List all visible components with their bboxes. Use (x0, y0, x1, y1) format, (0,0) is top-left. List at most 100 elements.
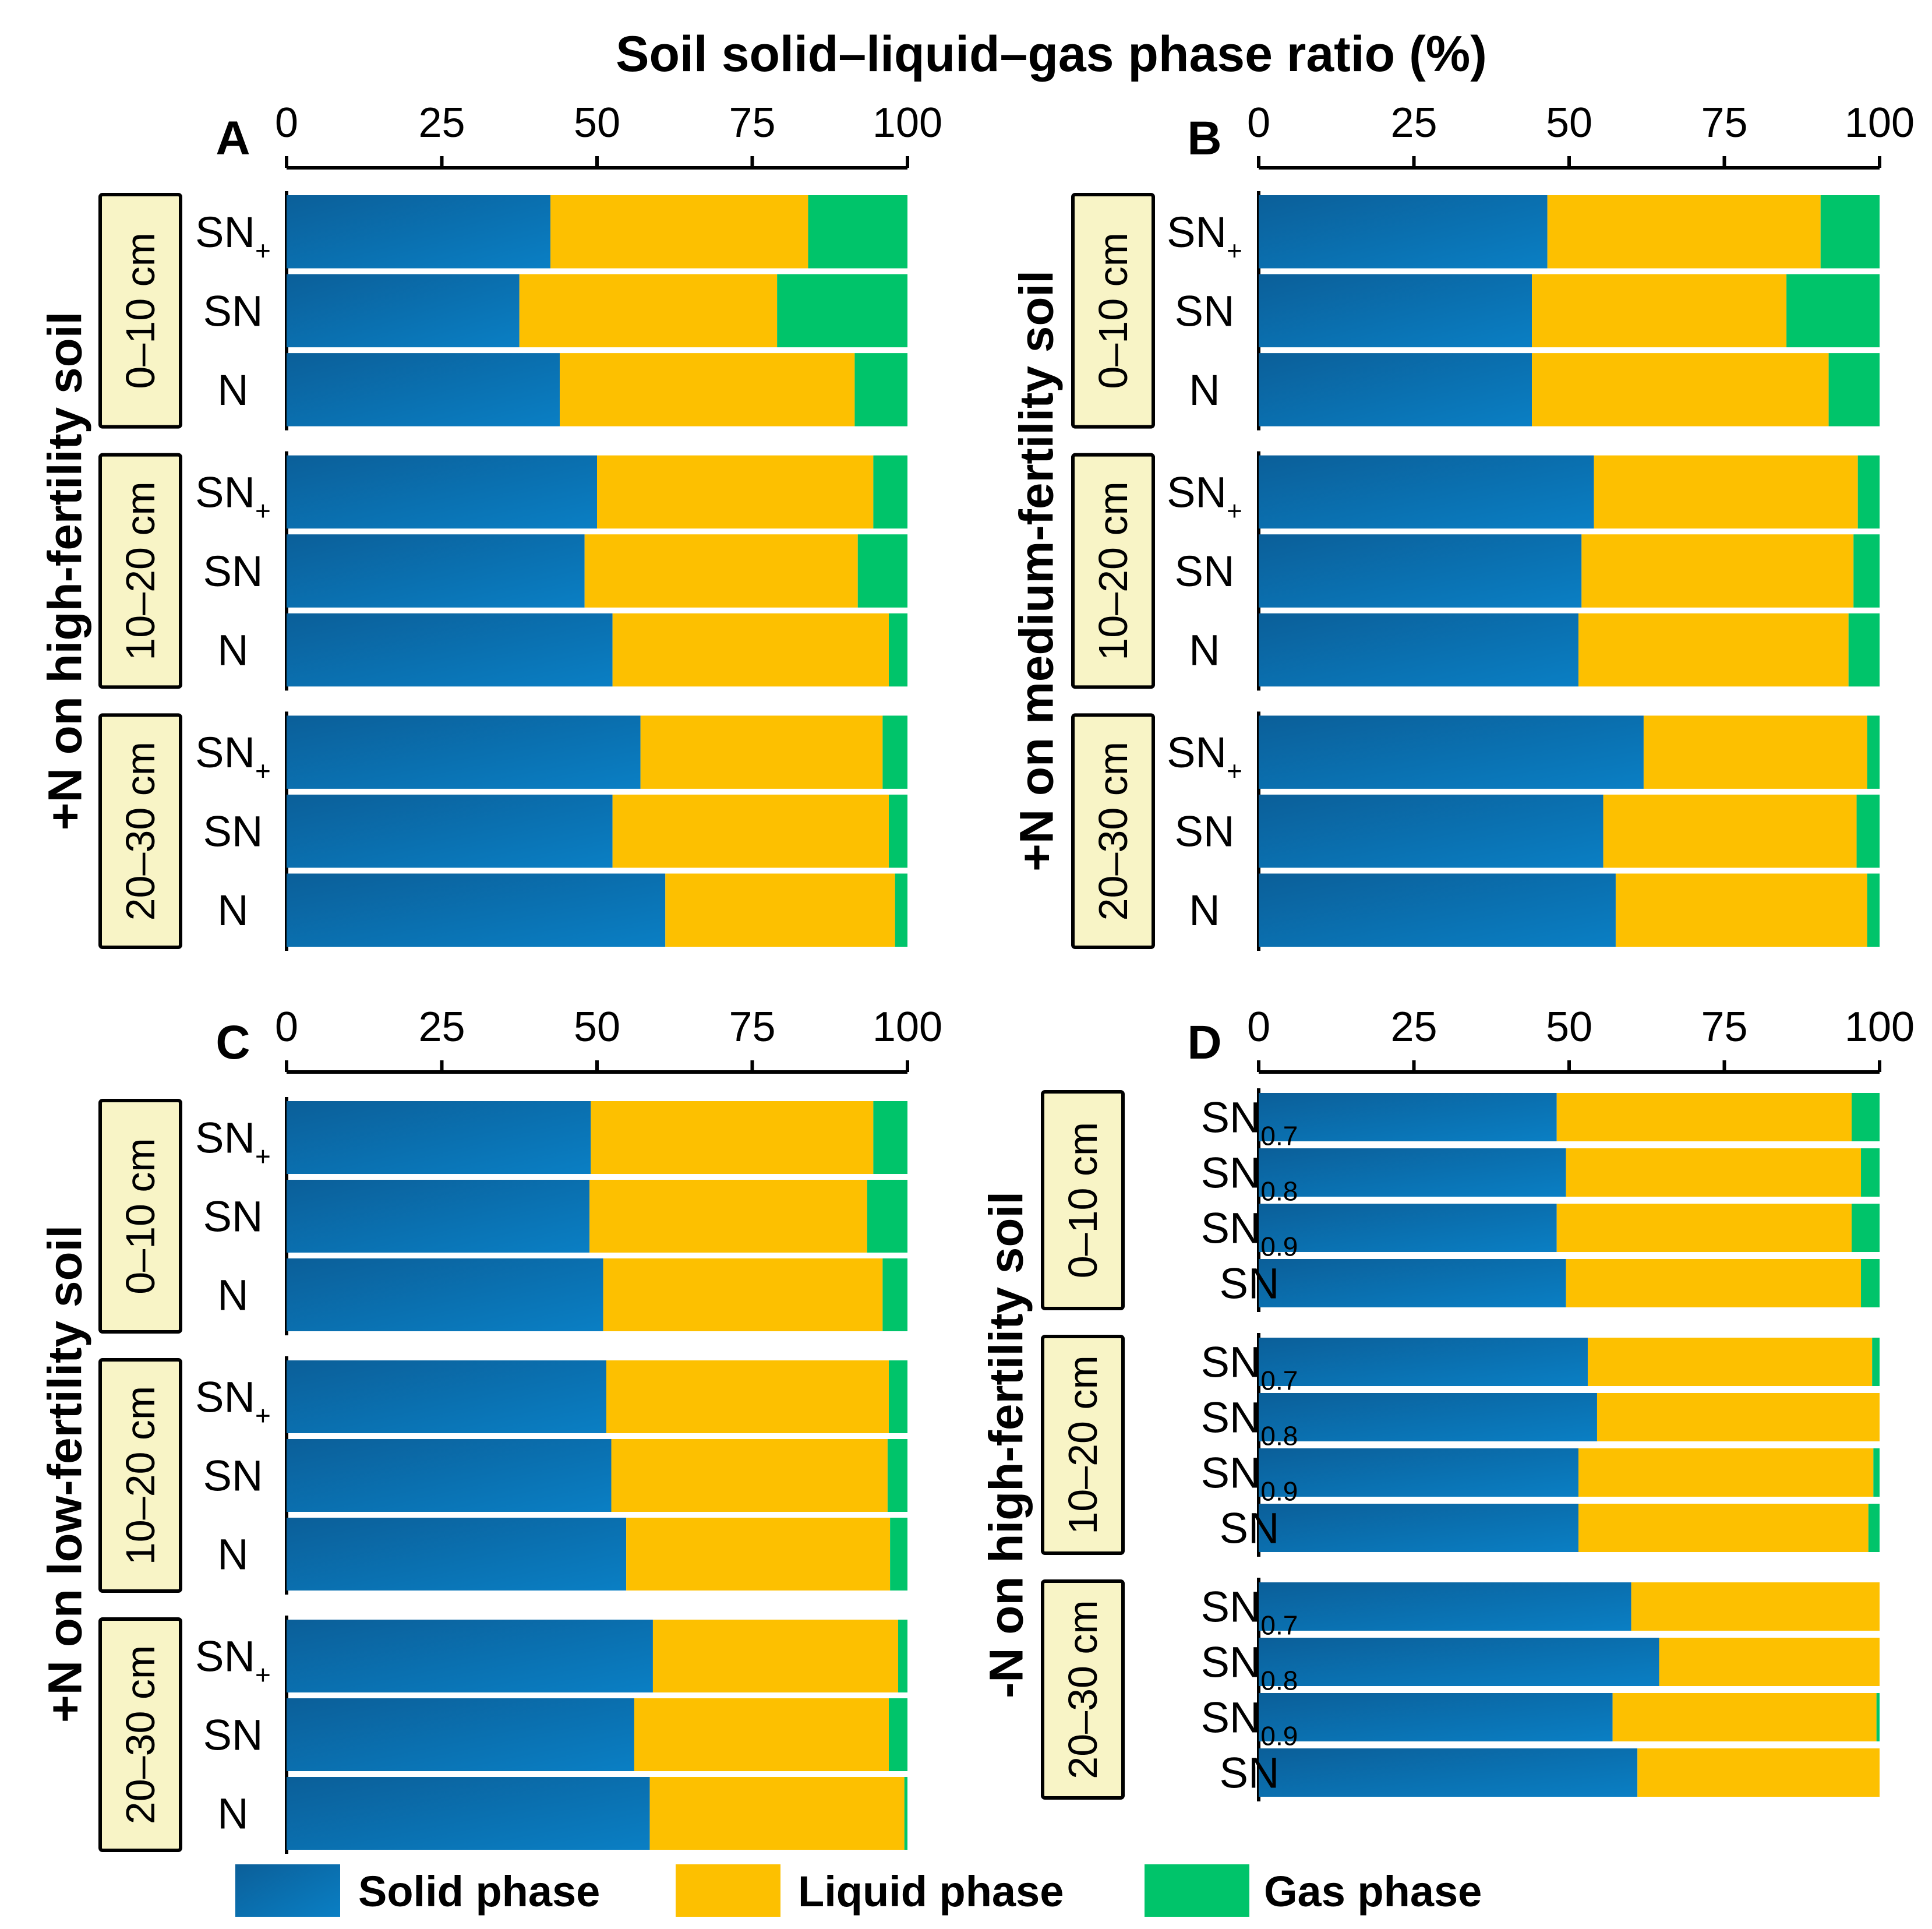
bar-segment-gas (873, 455, 907, 529)
bar-segment-solid (1259, 353, 1532, 426)
bar-segment-liquid (1615, 873, 1867, 947)
bar-segment-solid (1259, 195, 1548, 269)
bar-segment-gas (882, 715, 907, 789)
bar-segment-solid (1259, 1693, 1613, 1741)
depth-label: 0–10 cm (118, 232, 163, 389)
row-label: SN0.9 (1201, 1694, 1298, 1751)
depth-label: 20–30 cm (118, 1645, 163, 1824)
depth-label-box (98, 1099, 182, 1334)
bar-segment-liquid (640, 715, 883, 789)
row-label-subscript: + (1227, 235, 1242, 266)
row-label-subscript: + (1227, 756, 1242, 786)
row-label: SN+ (195, 1632, 271, 1690)
row-label-subscript: + (255, 1141, 271, 1172)
depth-label-box (1071, 713, 1155, 950)
bar-segment-solid (287, 715, 641, 789)
bar-segment-liquid (603, 1258, 883, 1331)
bar-segment-liquid (652, 1620, 899, 1692)
depth-label: 10–20 cm (1060, 1355, 1105, 1534)
row-label-main: SN (203, 547, 263, 595)
depth-label-box (98, 453, 182, 689)
bar-segment-liquid (550, 195, 808, 269)
bar-segment-solid (1259, 1148, 1566, 1197)
bar-segment-solid (287, 794, 613, 868)
depth-label: 10–20 cm (1090, 481, 1136, 660)
row-label: SN0.7 (1201, 1094, 1298, 1151)
panel-label: C (216, 1016, 250, 1069)
bar-segment-liquid (1532, 274, 1787, 348)
x-tick-label: 25 (418, 100, 465, 146)
legend-swatch (676, 1864, 780, 1917)
bar-segment-solid (1259, 455, 1594, 529)
bar-segment-solid (1259, 794, 1603, 868)
row-label: SN (1175, 547, 1235, 595)
row-label-main: N (217, 1530, 248, 1579)
depth-label-box (1041, 1335, 1125, 1555)
bar-segment-solid (287, 1777, 650, 1850)
bar-segment-solid (1259, 1204, 1557, 1252)
legend-swatch (235, 1864, 340, 1917)
row-label-subscript: + (255, 235, 271, 266)
bar-segment-liquid (606, 1360, 889, 1433)
bar-segment-gas (889, 794, 907, 868)
row-label: N (1189, 366, 1220, 414)
bar-segment-liquid (1631, 1582, 1880, 1631)
row-label: SN (203, 1193, 263, 1241)
row-label-main: N (217, 626, 248, 675)
row-label-main: SN (195, 728, 255, 777)
row-label-main: SN (1167, 728, 1227, 777)
bar-segment-gas (898, 1620, 907, 1692)
row-label-main: SN (1175, 287, 1235, 335)
row-label: SN0.8 (1201, 1149, 1298, 1207)
x-tick-label: 50 (1546, 1004, 1592, 1050)
panel-label: B (1187, 112, 1221, 165)
bar-segment-liquid (589, 1180, 867, 1253)
bar-segment-gas (777, 274, 907, 348)
row-label-main: SN (1220, 1504, 1280, 1553)
row-label-main: SN (203, 1193, 263, 1241)
row-label-subscript: + (255, 495, 271, 526)
bar-segment-solid (1259, 1582, 1631, 1631)
row-label: SN (203, 1711, 263, 1759)
legend-label: Liquid phase (798, 1867, 1064, 1916)
row-label-main: SN (1167, 208, 1227, 256)
row-label: SN+ (195, 208, 271, 266)
panel-label: D (1187, 1016, 1221, 1069)
bar-segment-gas (854, 353, 907, 426)
depth-label: 0–10 cm (118, 1138, 163, 1294)
bar-segment-liquid (1643, 715, 1867, 789)
row-label: N (217, 1530, 248, 1579)
depth-label-box (1071, 453, 1155, 689)
bar-segment-solid (287, 1698, 634, 1771)
row-label-subscript: + (255, 756, 271, 786)
bar-segment-solid (287, 1620, 653, 1692)
bar-segment-liquid (1578, 1504, 1869, 1552)
x-tick-label: 50 (574, 1004, 620, 1050)
row-label-subscript: 0.8 (1260, 1421, 1298, 1451)
row-label-main: SN (1220, 1749, 1280, 1797)
row-label-main: SN (203, 287, 263, 335)
bar-segment-gas (1848, 613, 1880, 687)
bar-segment-liquid (1612, 1693, 1877, 1741)
bar-segment-solid (1259, 1393, 1597, 1441)
row-label-main: SN (1201, 1638, 1261, 1687)
bar-segment-gas (889, 1698, 907, 1771)
row-label-main: SN (1201, 1694, 1261, 1742)
row-label-main: N (217, 886, 248, 934)
legend-item-gas: Gas phase (1145, 1864, 1482, 1917)
row-label-subscript: 0.9 (1260, 1232, 1298, 1262)
row-label-subscript: 0.9 (1260, 1721, 1298, 1751)
bar-segment-gas (1852, 1204, 1880, 1252)
bar-segment-solid (287, 873, 666, 947)
row-label: SN+ (1167, 728, 1242, 786)
depth-group: 10–20 cm SN+SNN (98, 1356, 907, 1595)
bar-segment-solid (1259, 274, 1532, 348)
bar-segment-solid (287, 1439, 612, 1512)
row-label: SN0.9 (1201, 1204, 1298, 1262)
bar-segment-gas (873, 1101, 907, 1174)
depth-label-box (98, 713, 182, 950)
legend-item-solid: Solid phase (235, 1864, 600, 1917)
